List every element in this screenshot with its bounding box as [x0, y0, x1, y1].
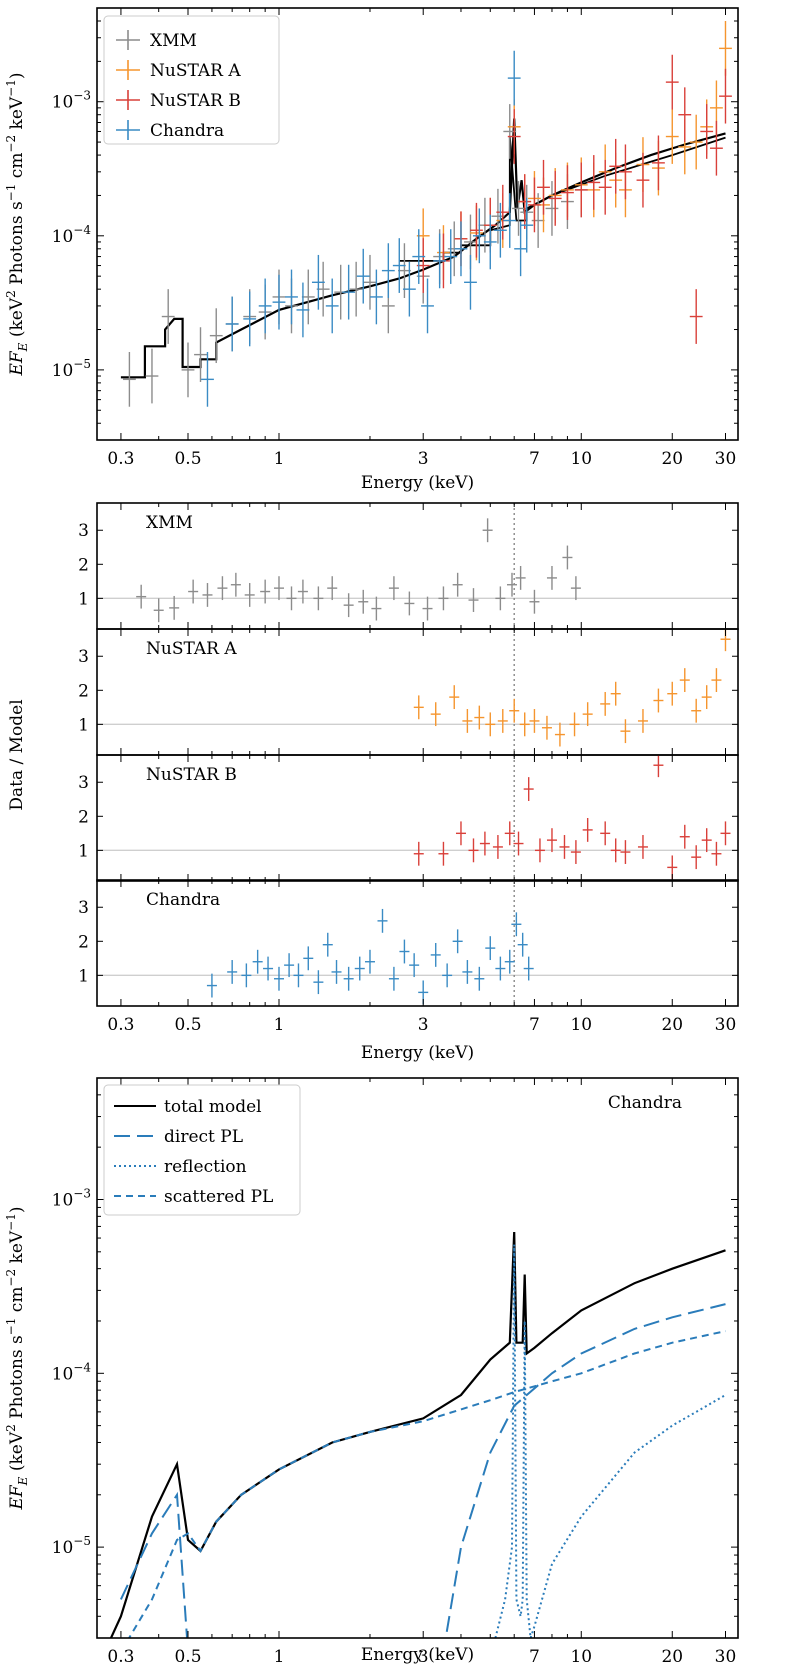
ratio-panel-label: Chandra — [146, 890, 220, 910]
ratio-panel-1: 1 2 3 NuSTAR A — [78, 628, 739, 756]
x-tick-label: 30 — [715, 449, 737, 469]
x-tick-label: 30 — [715, 1015, 737, 1035]
legend-top: XMM NuSTAR A NuSTAR B Chandra — [103, 15, 280, 145]
legend-item-label: reflection — [164, 1157, 247, 1177]
x-tick-label: 10 — [570, 1647, 592, 1667]
x-tick-label: 0.5 — [174, 449, 201, 469]
x-tick-label: 3 — [418, 1647, 429, 1667]
y-tick-label: 10−5 — [52, 1534, 91, 1558]
model-components-panel: 0.3 0.5 1 3 7 10 20 30 10−3 10−4 10−5 Energy (keV) E… — [4, 1077, 739, 1667]
ratio-y-tick-label: 2 — [78, 681, 89, 701]
x-tick-label: 30 — [715, 1647, 737, 1667]
legend-bottom: total model direct PL reflection scattered … — [103, 1084, 301, 1216]
legend-item-label: NuSTAR A — [150, 61, 241, 81]
legend-item-label: total model — [164, 1097, 262, 1117]
bottom-axes-frame — [96, 1077, 739, 1639]
ratio-y-tick-label: 1 — [78, 715, 89, 735]
x-axis-label: Energy (keV) — [361, 1645, 474, 1665]
model-line-2 — [399, 136, 726, 262]
x-tick-label: 1 — [274, 449, 285, 469]
x-tick-label: 0.5 — [174, 1647, 201, 1667]
x-tick-label: 0.3 — [107, 449, 134, 469]
y-tick-label: 10−3 — [52, 89, 91, 113]
top-axes-frame — [96, 7, 739, 441]
ratio-y-tick-label: 1 — [78, 966, 89, 986]
y-axis-label: EFE (keV2 Photons s−1 cm−2 keV−1) — [4, 1206, 30, 1510]
x-axis-label: Energy (keV) — [361, 1043, 474, 1063]
ratio-y-tick-label: 2 — [78, 807, 89, 827]
ratio-y-tick-label: 1 — [78, 841, 89, 861]
y-tick-label: 10−4 — [52, 223, 92, 247]
ratio-y-tick-label: 3 — [78, 521, 89, 541]
ratio-y-tick-label: 1 — [78, 589, 89, 609]
x-tick-label: 20 — [661, 449, 683, 469]
bottom-panel-label: Chandra — [608, 1093, 682, 1113]
ratio-panel-label: NuSTAR B — [146, 765, 237, 785]
x-tick-label: 10 — [570, 1015, 592, 1035]
x-tick-label: 0.3 — [107, 1015, 134, 1035]
legend-box — [103, 1084, 301, 1216]
y-axis-label: EFE (keV2 Photons s−1 cm−2 keV−1) — [4, 72, 30, 376]
ratio-y-tick-label: 2 — [78, 555, 89, 575]
x-tick-label: 20 — [661, 1647, 683, 1667]
legend-item-label: scattered PL — [164, 1187, 273, 1207]
ratio-axes-frame — [96, 754, 739, 882]
y-tick-label: 10−5 — [52, 357, 91, 381]
x-tick-label: 7 — [529, 449, 540, 469]
x-tick-label: 7 — [529, 1647, 540, 1667]
x-tick-label: 20 — [661, 1015, 683, 1035]
ratio-panel-label: NuSTAR A — [146, 639, 237, 659]
ratio-axes-frame — [96, 879, 739, 1007]
y-tick-label: 10−4 — [52, 1360, 92, 1384]
model-component-line — [494, 1244, 726, 1638]
x-axis-label: Energy (keV) — [361, 473, 474, 493]
ratio-panel-3: 1 2 3 0.3 0.5 1 3 7 10 20 30 Chandra — [78, 879, 739, 1035]
ratio-panel-label: XMM — [146, 513, 193, 533]
x-tick-label: 0.3 — [107, 1647, 134, 1667]
legend-box — [103, 15, 280, 145]
model-component-line — [119, 1303, 726, 1638]
model-component-line — [109, 1231, 726, 1638]
ratio-axes-frame — [96, 502, 739, 630]
ratio-y-axis-label: Data / Model — [7, 699, 27, 810]
model-component-line — [127, 1330, 726, 1638]
x-tick-label: 1 — [274, 1647, 285, 1667]
ratio-y-tick-label: 2 — [78, 932, 89, 952]
ratio-y-tick-label: 3 — [78, 898, 89, 918]
x-tick-label: 3 — [418, 449, 429, 469]
ratio-y-tick-label: 3 — [78, 647, 89, 667]
legend-item-label: NuSTAR B — [150, 91, 241, 111]
y-tick-label: 10−3 — [52, 1186, 91, 1210]
x-tick-label: 7 — [529, 1015, 540, 1035]
ratio-y-tick-label: 3 — [78, 773, 89, 793]
legend-item-label: XMM — [150, 31, 197, 51]
legend-item-label: direct PL — [164, 1127, 243, 1147]
spectrum-panel: 0.3 0.5 1 3 7 10 20 30 10−3 10−4 10−5 Energy (keV) E… — [4, 7, 739, 493]
legend-item-label: Chandra — [150, 121, 224, 141]
x-tick-label: 0.5 — [174, 1015, 201, 1035]
x-tick-label: 1 — [274, 1015, 285, 1035]
ratio-panel-2: 1 2 3 NuSTAR B — [78, 754, 739, 882]
ratio-panel-0: 1 2 3 XMM — [78, 502, 739, 630]
ratio-panels: 1 2 3 XMM 1 2 3 NuSTAR A 1 2 3 NuSTAR B 1 2 3 0.3 0.5 1 3 7… — [7, 502, 739, 1063]
x-tick-label: 3 — [418, 1015, 429, 1035]
x-tick-label: 10 — [570, 449, 592, 469]
